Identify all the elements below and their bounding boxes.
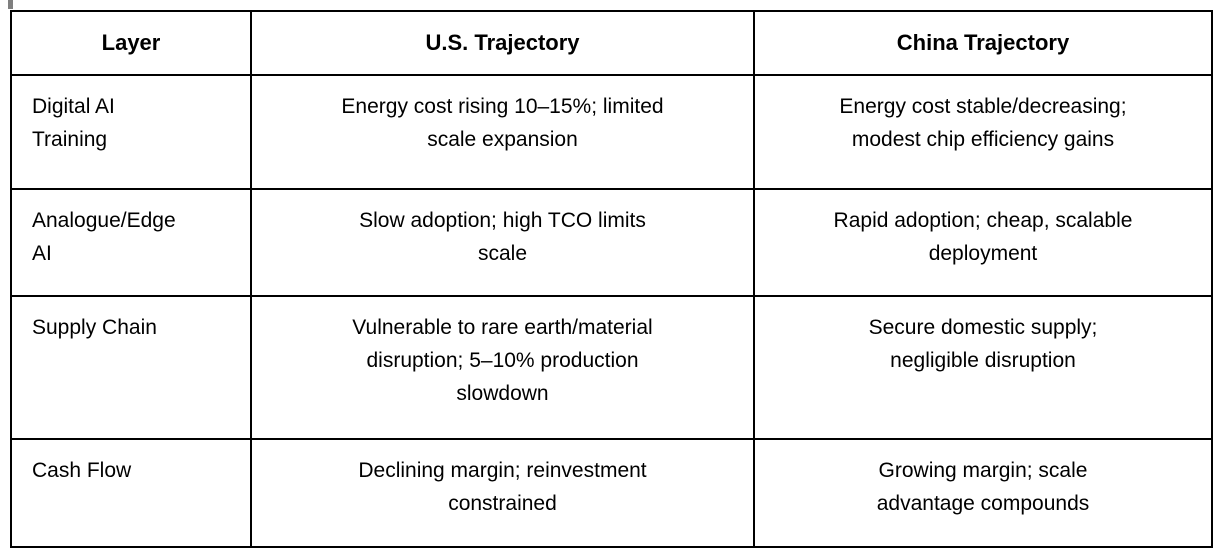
column-header-layer: Layer <box>10 10 252 76</box>
row-label-analogue-edge-ai: Analogue/Edge AI <box>10 188 252 297</box>
table-row: Digital AI Training Energy cost rising 1… <box>10 74 1213 190</box>
row-label-supply-chain: Supply Chain <box>10 295 252 440</box>
cell-china-analogue-edge-ai: Rapid adoption; cheap, scalable deployme… <box>753 188 1213 297</box>
column-header-us-trajectory: U.S. Trajectory <box>250 10 755 76</box>
column-header-china-trajectory: China Trajectory <box>753 10 1213 76</box>
cell-us-supply-chain: Vulnerable to rare earth/material disrup… <box>250 295 755 440</box>
row-label-digital-ai-training: Digital AI Training <box>10 74 252 190</box>
row-label-cash-flow: Cash Flow <box>10 438 252 548</box>
table-row: Supply Chain Vulnerable to rare earth/ma… <box>10 295 1213 440</box>
cell-us-digital-ai-training: Energy cost rising 10–15%; limited scale… <box>250 74 755 190</box>
table-row: Analogue/Edge AI Slow adoption; high TCO… <box>10 188 1213 297</box>
cell-us-analogue-edge-ai: Slow adoption; high TCO limits scale <box>250 188 755 297</box>
cell-china-supply-chain: Secure domestic supply; negligible disru… <box>753 295 1213 440</box>
cell-us-cash-flow: Declining margin; reinvestment constrain… <box>250 438 755 548</box>
table-header-row: Layer U.S. Trajectory China Trajectory <box>10 10 1213 76</box>
cell-china-digital-ai-training: Energy cost stable/decreasing; modest ch… <box>753 74 1213 190</box>
cell-china-cash-flow: Growing margin; scale advantage compound… <box>753 438 1213 548</box>
table-row: Cash Flow Declining margin; reinvestment… <box>10 438 1213 548</box>
text-cursor <box>8 0 13 9</box>
comparison-table: Layer U.S. Trajectory China Trajectory D… <box>10 10 1213 548</box>
